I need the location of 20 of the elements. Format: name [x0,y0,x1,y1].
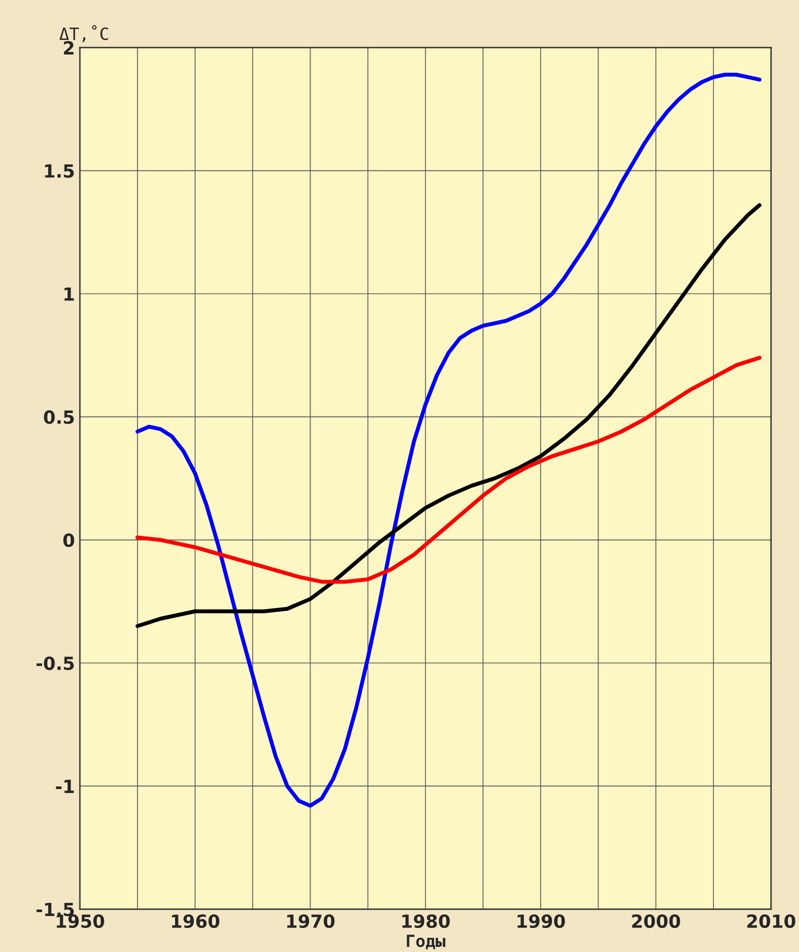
y-tick-label: -0.5 [36,656,74,670]
y-tick-label: 1 [64,287,74,301]
y-tick-label: 0.5 [44,410,74,424]
x-tick-label: 1950 [56,914,104,928]
x-tick-label: 1960 [172,914,220,928]
y-tick-label: 0 [63,533,74,548]
x-axis-title: Годы [406,934,446,950]
y-tick-label: 2 [64,41,74,54]
y-tick-label: -1.5 [36,902,74,916]
y-tick-label: -1 [56,780,74,793]
line-series [136,72,762,808]
x-tick-label: 1990 [518,914,565,928]
x-tick-label: 1970 [287,914,335,928]
line-series [136,356,762,584]
x-tick-label: 2000 [632,914,680,928]
line-series [136,203,762,628]
y-tick-label: 1.5 [45,164,74,178]
y-axis-title: ΔT,˚C [59,25,108,42]
x-tick-label: 1980 [402,914,450,928]
x-tick-label: 2010 [747,914,796,928]
